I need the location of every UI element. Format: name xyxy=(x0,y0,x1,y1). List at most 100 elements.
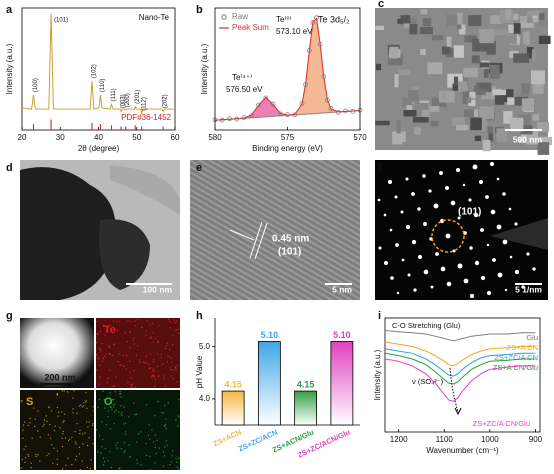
sem-grain xyxy=(503,33,517,44)
map-dot xyxy=(79,429,81,431)
map-dot xyxy=(83,405,85,407)
map-dot xyxy=(166,342,168,344)
map-dot xyxy=(105,353,107,355)
map-dot xyxy=(173,319,176,321)
raw-point xyxy=(325,97,330,103)
map-dot xyxy=(35,453,37,456)
saed-spot xyxy=(457,263,463,269)
map-dot xyxy=(54,425,56,427)
map-dot xyxy=(24,461,26,463)
map-dot xyxy=(129,360,131,362)
map-dot xyxy=(109,347,111,349)
peak-label: (111) xyxy=(111,88,117,101)
map-dot xyxy=(78,446,80,448)
map-dot xyxy=(110,466,112,469)
peak-label: (200) xyxy=(125,93,131,107)
saed-spot xyxy=(377,198,381,202)
map-dot xyxy=(78,453,81,455)
map-dot xyxy=(173,369,175,371)
panel-label: f xyxy=(378,162,382,174)
saed-spot xyxy=(439,171,443,175)
saed-spot xyxy=(532,267,536,271)
element-label: Te xyxy=(104,324,116,336)
map-dot xyxy=(74,459,77,461)
map-dot xyxy=(102,438,104,441)
map-dot xyxy=(165,427,167,430)
map-dot xyxy=(127,381,129,383)
x-tick-label: 40 xyxy=(94,133,103,142)
map-dot xyxy=(147,434,150,436)
map-dot xyxy=(27,453,29,456)
map-dot xyxy=(169,348,171,351)
map-dot xyxy=(156,439,158,441)
sem-grain xyxy=(494,29,509,36)
map-dot xyxy=(101,360,103,362)
map-dot xyxy=(107,378,109,380)
saed-spot xyxy=(496,177,500,181)
map-dot xyxy=(39,436,41,438)
saed-spot xyxy=(457,216,461,220)
peak-label: (110) xyxy=(100,79,106,93)
map-dot xyxy=(124,332,126,334)
map-dot xyxy=(129,347,131,349)
saed-spot xyxy=(396,291,400,295)
sem-grain xyxy=(479,29,495,44)
map-dot xyxy=(110,406,112,409)
saed-spot xyxy=(394,195,398,199)
sem-grain xyxy=(487,126,494,134)
sem-grain xyxy=(483,65,489,78)
map-dot xyxy=(25,445,27,448)
peak-label: (101) xyxy=(54,17,68,23)
sem-grain xyxy=(398,69,410,76)
map-dot xyxy=(170,357,172,359)
map-dot xyxy=(163,425,166,427)
map-dot xyxy=(116,329,118,331)
x-tick-label: 575 xyxy=(281,133,295,142)
map-dot xyxy=(157,400,159,403)
sem-grain xyxy=(471,55,480,64)
map-dot xyxy=(135,413,137,415)
sem-grain xyxy=(472,109,479,117)
legend-label: Peak Sum xyxy=(232,23,269,32)
map-dot xyxy=(148,424,150,426)
scale-bar-label: 100 nm xyxy=(143,284,173,294)
map-dot xyxy=(53,429,56,432)
peak-sum-line xyxy=(214,17,361,121)
map-dot xyxy=(114,411,116,413)
map-dot xyxy=(92,422,94,425)
map-dot xyxy=(61,411,63,413)
panel-label: d xyxy=(6,162,13,174)
map-dot xyxy=(160,357,162,359)
map-dot xyxy=(99,349,101,351)
saed-spot xyxy=(401,258,405,262)
map-dot xyxy=(125,354,127,356)
raw-point xyxy=(227,116,232,122)
value-label: 4.15 xyxy=(224,379,242,389)
saed-spot xyxy=(417,254,423,260)
map-dot xyxy=(51,410,53,412)
raw-point xyxy=(234,116,240,122)
map-dot xyxy=(163,446,166,448)
sem-grain xyxy=(452,83,459,91)
annotation: Te⁽⁴⁺⁾ xyxy=(232,73,252,82)
map-dot xyxy=(123,423,125,425)
map-dot xyxy=(176,461,178,464)
map-dot xyxy=(166,345,168,347)
raw-point xyxy=(328,106,334,111)
map-dot xyxy=(124,422,127,424)
map-dot xyxy=(76,412,78,414)
raw-point xyxy=(343,108,348,114)
x-tick-label: 1200 xyxy=(390,435,408,444)
map-dot xyxy=(30,462,32,464)
plane-label: (101) xyxy=(278,247,301,258)
map-dot xyxy=(123,451,125,453)
map-dot xyxy=(136,462,138,465)
saed-spot xyxy=(411,239,417,245)
legend-label: Nano-Te xyxy=(139,13,170,22)
raw-point xyxy=(285,112,290,117)
sem-grain xyxy=(403,109,417,117)
map-dot xyxy=(115,409,117,411)
annotation: ν (SO₄²⁻) xyxy=(412,377,444,386)
map-dot xyxy=(151,322,154,324)
map-dot xyxy=(42,425,44,427)
